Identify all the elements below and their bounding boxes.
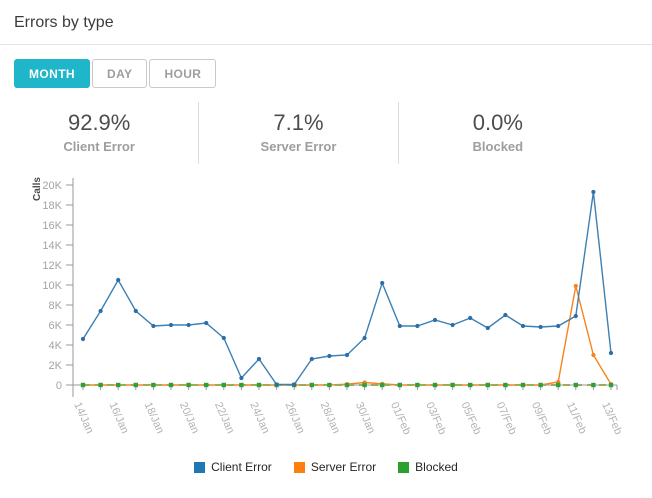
- panel-header: Errors by type: [0, 0, 652, 45]
- y-axis-title: Calls: [32, 177, 43, 201]
- svg-text:6K: 6K: [49, 320, 63, 332]
- svg-text:18/Jan: 18/Jan: [142, 400, 166, 435]
- svg-text:28/Jan: 28/Jan: [318, 400, 342, 435]
- stat-blocked: 0.0% Blocked: [397, 102, 597, 164]
- svg-text:12K: 12K: [42, 260, 62, 272]
- stat-blocked-label: Blocked: [472, 139, 524, 154]
- svg-text:16/Jan: 16/Jan: [106, 400, 130, 435]
- stat-server-error: 7.1% Server Error: [198, 102, 397, 164]
- svg-text:07/Feb: 07/Feb: [494, 400, 519, 436]
- legend-swatch-icon: [293, 461, 305, 473]
- svg-text:30/Jan: 30/Jan: [353, 400, 377, 435]
- series-blocked: [80, 382, 614, 388]
- svg-text:2K: 2K: [49, 360, 63, 372]
- legend-label: Blocked: [415, 460, 458, 474]
- chart-legend: Client Error Server Error Blocked: [0, 460, 652, 474]
- legend-item-blocked[interactable]: Blocked: [398, 460, 458, 474]
- svg-text:18K: 18K: [42, 200, 62, 212]
- svg-text:8K: 8K: [49, 300, 63, 312]
- stat-client-error-label: Client Error: [63, 139, 135, 154]
- series-client-error: [80, 189, 614, 387]
- svg-text:05/Feb: 05/Feb: [458, 400, 483, 436]
- page-title: Errors by type: [14, 14, 114, 31]
- svg-text:16K: 16K: [42, 220, 62, 232]
- chart-area: 0 2K 4K 6K 8K 10K 12K 14K 16K 18K 20K Calls 14/Jan 16…: [0, 170, 652, 456]
- svg-text:4K: 4K: [49, 340, 63, 352]
- svg-text:22/Jan: 22/Jan: [212, 400, 236, 435]
- stat-server-error-value: 7.1%: [273, 110, 324, 135]
- legend-swatch-icon: [398, 461, 410, 473]
- legend-swatch-icon: [194, 461, 206, 473]
- svg-text:20K: 20K: [42, 180, 62, 192]
- series-server-error: [80, 283, 614, 388]
- tab-hour[interactable]: HOUR: [149, 59, 217, 88]
- stat-client-error-value: 92.9%: [67, 110, 131, 135]
- svg-text:20/Jan: 20/Jan: [177, 400, 201, 435]
- stats-row: 92.9% Client Error 7.1% Server Error 0.0…: [0, 102, 597, 164]
- legend-item-client-error[interactable]: Client Error: [194, 460, 272, 474]
- stat-client-error: 92.9% Client Error: [0, 102, 198, 164]
- svg-text:11/Feb: 11/Feb: [564, 400, 589, 435]
- stat-server-error-label: Server Error: [260, 139, 337, 154]
- tab-month[interactable]: MONTH: [14, 59, 90, 88]
- svg-text:01/Feb: 01/Feb: [388, 400, 413, 436]
- legend-item-server-error[interactable]: Server Error: [293, 460, 377, 474]
- svg-text:0: 0: [56, 380, 62, 392]
- time-range-tabs: MONTH DAY HOUR: [14, 59, 652, 88]
- svg-text:14/Jan: 14/Jan: [71, 400, 95, 435]
- legend-label: Server Error: [310, 460, 377, 474]
- svg-text:09/Feb: 09/Feb: [529, 400, 554, 436]
- svg-text:26/Jan: 26/Jan: [282, 400, 306, 435]
- tab-day[interactable]: DAY: [92, 59, 148, 88]
- stat-blocked-value: 0.0%: [472, 110, 523, 135]
- svg-text:14K: 14K: [42, 240, 62, 252]
- svg-text:03/Feb: 03/Feb: [423, 400, 448, 436]
- svg-text:13/Feb: 13/Feb: [599, 400, 624, 436]
- svg-text:10K: 10K: [42, 280, 62, 292]
- svg-text:24/Jan: 24/Jan: [247, 400, 271, 435]
- legend-label: Client Error: [211, 460, 272, 474]
